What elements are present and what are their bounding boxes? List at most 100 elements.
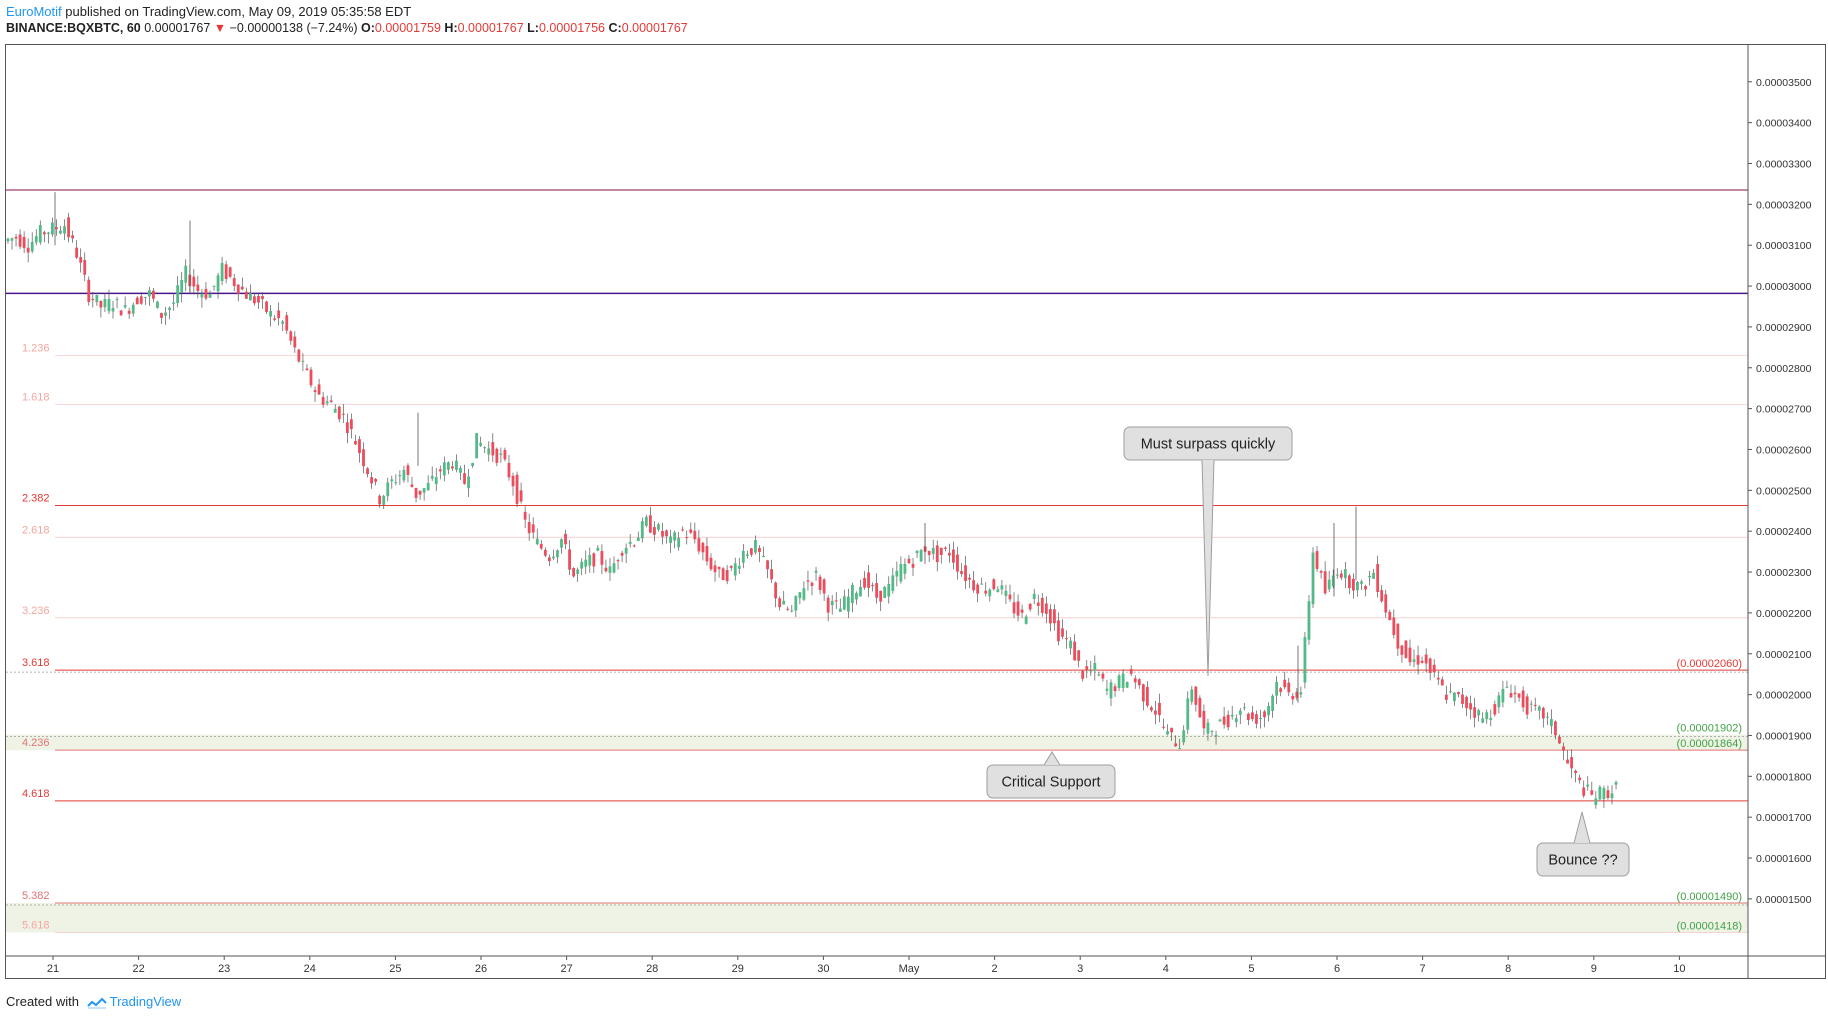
candle-body <box>939 547 943 555</box>
candle-body <box>931 547 935 554</box>
author-link[interactable]: EuroMotif <box>6 4 62 19</box>
candle-body <box>301 360 305 362</box>
created-with-label: Created with <box>6 994 79 1009</box>
x-tick-label-16: 7 <box>1420 963 1426 975</box>
candle-body <box>1234 718 1238 723</box>
candle-body <box>1570 757 1573 769</box>
candle-body <box>1267 705 1270 716</box>
candle-body <box>560 539 563 548</box>
candle-body <box>1396 623 1400 649</box>
candle-body <box>842 596 846 610</box>
candle-body <box>786 608 790 610</box>
candle-body <box>329 400 333 402</box>
candle-body <box>1380 590 1384 602</box>
candle-body <box>495 448 499 463</box>
candle-body <box>543 549 547 556</box>
y-tick-label-4: 0.00003100 <box>1756 240 1812 252</box>
candle-body <box>394 482 398 484</box>
candle-body <box>1360 581 1363 584</box>
candle-body <box>192 276 196 287</box>
candle-body <box>1590 790 1594 795</box>
candle-body <box>564 533 567 545</box>
candle-body <box>810 582 814 586</box>
callout-2[interactable]: Bounce ?? <box>1536 811 1630 877</box>
candle-body <box>1473 707 1477 718</box>
candle-body <box>552 556 555 559</box>
candle-body <box>1485 712 1489 720</box>
candle-body <box>1525 696 1529 715</box>
callout-0[interactable]: Must surpass quickly <box>1123 426 1293 677</box>
candle-body <box>6 238 10 242</box>
candle-body <box>422 488 426 493</box>
candle-body <box>935 545 939 563</box>
fib-label-2.618: 2.618 <box>22 524 50 536</box>
candle-body <box>1251 712 1254 720</box>
candle-body <box>1400 645 1404 655</box>
candle-body <box>455 460 458 470</box>
y-tick-label-9: 0.00002600 <box>1756 444 1812 456</box>
candle-body <box>240 286 244 290</box>
candle-body <box>354 440 357 445</box>
chart-frame[interactable] <box>5 44 1826 979</box>
y-tick-label-10: 0.00002500 <box>1756 485 1812 497</box>
candle-body <box>725 569 729 582</box>
candle-body <box>745 554 749 556</box>
candle-body <box>305 368 309 370</box>
callout-1[interactable]: Critical Support <box>986 751 1116 799</box>
y-tick-label-6: 0.00002900 <box>1756 322 1812 334</box>
candle-body <box>406 465 410 475</box>
candle-body <box>341 413 345 415</box>
candle-body <box>947 552 951 556</box>
candle-body <box>87 279 91 302</box>
x-tick-label-19: 10 <box>1673 963 1685 975</box>
candle-body <box>915 550 919 554</box>
candle-body <box>996 589 1000 592</box>
candle-body <box>1453 692 1456 702</box>
tradingview-brand-link[interactable]: TradingView <box>109 994 182 1009</box>
candle-body <box>499 453 503 455</box>
candle-body <box>1610 793 1614 799</box>
candle-body <box>1048 609 1052 624</box>
candle-body <box>434 477 438 485</box>
candle-body <box>152 290 155 299</box>
candle-body <box>289 331 293 341</box>
candle-body <box>1541 707 1545 719</box>
candle-body <box>875 583 879 598</box>
candle-body <box>535 538 539 545</box>
candle-body <box>568 549 571 570</box>
candle-body <box>1493 704 1497 715</box>
candle-body <box>1384 594 1388 613</box>
candle-body <box>491 442 495 456</box>
candle-body <box>1166 731 1169 735</box>
x-tick-label-14: 5 <box>1248 963 1254 975</box>
candle-body <box>640 521 644 539</box>
close-label: C: <box>608 21 622 35</box>
candle-body <box>1562 746 1565 751</box>
candle-body <box>333 408 337 413</box>
candle-body <box>1574 770 1578 774</box>
candle-body <box>1420 660 1424 663</box>
candle-body <box>814 570 818 573</box>
candle-body <box>980 583 984 585</box>
candle-body <box>661 531 664 537</box>
x-tick-label-9: 30 <box>817 963 829 975</box>
candle-body <box>1162 726 1165 728</box>
candle-body <box>362 449 365 467</box>
symbol-label: BINANCE:BQXBTC, 60 <box>6 21 141 35</box>
close-value: 0.00001767 <box>621 21 688 35</box>
candle-body <box>370 477 373 484</box>
candle-body <box>1481 718 1485 723</box>
candle-body <box>1372 572 1376 579</box>
price-label-3: (0.00001490) <box>1677 891 1742 903</box>
candle-body <box>956 554 959 572</box>
candle-body <box>402 469 406 481</box>
candle-body <box>616 560 620 562</box>
candle-body <box>1057 620 1060 642</box>
candle-body <box>871 585 875 587</box>
candle-body <box>1222 716 1226 725</box>
candle-body <box>515 474 519 504</box>
candle-body <box>1174 743 1178 747</box>
candle-body <box>1279 688 1283 692</box>
candle-body <box>1582 787 1586 796</box>
